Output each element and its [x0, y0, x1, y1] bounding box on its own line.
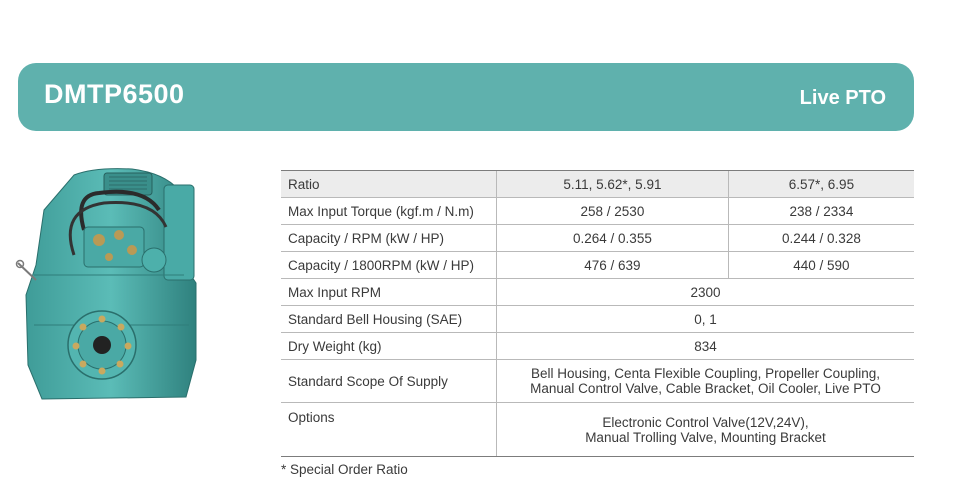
table-row: Max Input Torque (kgf.m / N.m) 258 / 253…: [281, 197, 914, 225]
table-row: Dry Weight (kg) 834: [281, 332, 914, 360]
spec-value: 238 / 2334: [727, 197, 914, 225]
options-line: Electronic Control Valve(12V,24V),: [602, 414, 809, 430]
options-line: Manual Trolling Valve, Mounting Bracket: [585, 429, 826, 445]
header-bar: DMTP6500 Live PTO: [18, 63, 914, 131]
spec-label: Capacity / RPM (kW / HP): [281, 224, 497, 252]
footnote: * Special Order Ratio: [281, 462, 408, 477]
spec-value: 5.11, 5.62*, 5.91: [496, 170, 729, 198]
table-row: Max Input RPM 2300: [281, 278, 914, 306]
scope-line: Manual Control Valve, Cable Bracket, Oil…: [530, 381, 881, 396]
gearbox-image: [15, 168, 197, 400]
spec-label: Standard Scope Of Supply: [281, 359, 497, 403]
table-row: Ratio 5.11, 5.62*, 5.91 6.57*, 6.95: [281, 170, 914, 198]
spec-label: Ratio: [281, 170, 497, 198]
table-row: Capacity / 1800RPM (kW / HP) 476 / 639 4…: [281, 251, 914, 279]
spec-value: 0, 1: [496, 305, 914, 333]
table-row: Standard Scope Of Supply Bell Housing, C…: [281, 359, 914, 403]
spec-label: Max Input RPM: [281, 278, 497, 306]
variant-label: Live PTO: [799, 87, 886, 109]
spec-value: 6.57*, 6.95: [727, 170, 914, 198]
model-title: DMTP6500: [44, 79, 185, 109]
spec-label: Max Input Torque (kgf.m / N.m): [281, 197, 497, 225]
spec-value: 476 / 639: [496, 251, 729, 279]
spec-label: Dry Weight (kg): [281, 332, 497, 360]
spec-label: Options: [281, 402, 497, 457]
spec-value: 834: [496, 332, 914, 360]
spec-value: 0.244 / 0.328: [727, 224, 914, 252]
table-row: Capacity / RPM (kW / HP) 0.264 / 0.355 0…: [281, 224, 914, 252]
spec-value: 2300: [496, 278, 914, 306]
table-row: Standard Bell Housing (SAE) 0, 1: [281, 305, 914, 333]
spec-table: Ratio 5.11, 5.62*, 5.91 6.57*, 6.95 Max …: [281, 170, 914, 457]
spec-value: Electronic Control Valve(12V,24V), Manua…: [496, 402, 914, 457]
table-row: Options Electronic Control Valve(12V,24V…: [281, 402, 914, 457]
scope-line: Bell Housing, Centa Flexible Coupling, P…: [531, 366, 880, 381]
spec-value: 0.264 / 0.355: [496, 224, 729, 252]
spec-label: Capacity / 1800RPM (kW / HP): [281, 251, 497, 279]
spec-value: 258 / 2530: [496, 197, 729, 225]
spec-value: 440 / 590: [727, 251, 914, 279]
spec-label: Standard Bell Housing (SAE): [281, 305, 497, 333]
spec-value: Bell Housing, Centa Flexible Coupling, P…: [496, 359, 914, 403]
